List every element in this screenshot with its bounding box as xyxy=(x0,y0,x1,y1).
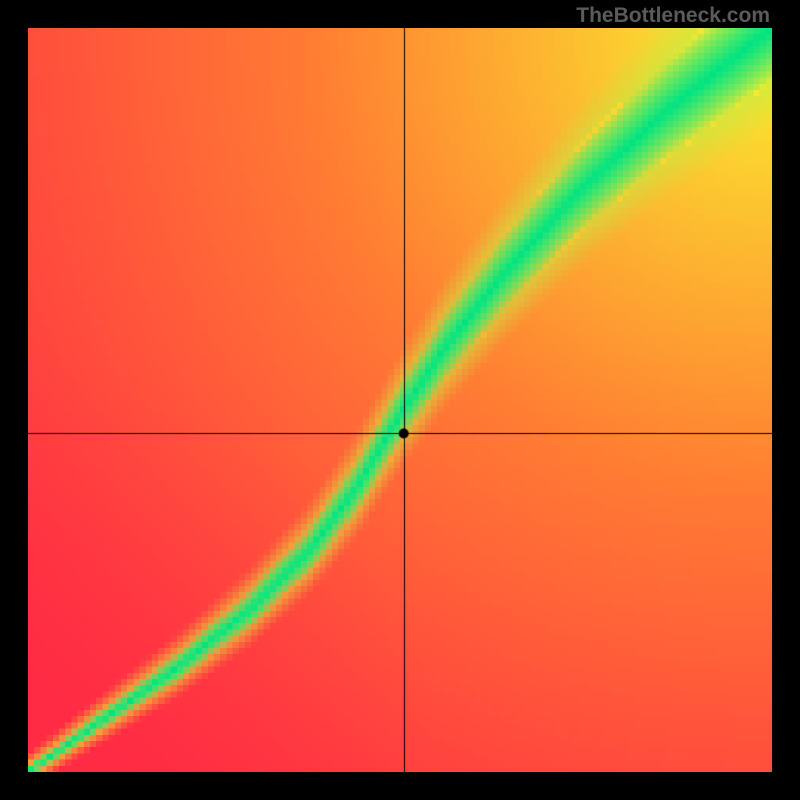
watermark-text: TheBottleneck.com xyxy=(576,4,770,28)
bottleneck-heatmap xyxy=(28,28,772,772)
chart-container: TheBottleneck.com xyxy=(0,0,800,800)
